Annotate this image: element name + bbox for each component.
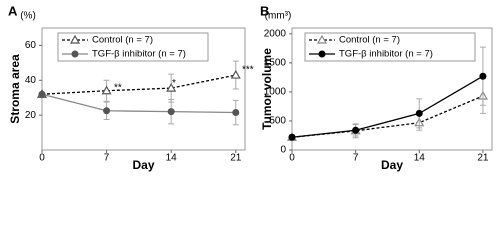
legend-marker: [69, 34, 81, 44]
marker: [415, 109, 423, 117]
y-tick-label: 40: [25, 75, 37, 86]
panel-label: A: [8, 3, 18, 18]
y-unit: (%): [20, 11, 36, 22]
y-tick-label: 20: [25, 110, 37, 121]
x-tick-label: 21: [230, 153, 242, 164]
series-line: [41, 93, 236, 114]
marker: [232, 109, 240, 117]
marker: [479, 72, 487, 80]
series-line: [41, 74, 236, 95]
y-unit: (mm³): [265, 11, 292, 22]
legend-marker: [316, 34, 328, 44]
plot-frame: [291, 27, 493, 151]
series-line: [291, 95, 484, 138]
x-tick-label: 7: [353, 153, 359, 164]
plot-frame: [41, 27, 246, 151]
marker: [101, 85, 112, 95]
marker: [167, 108, 175, 116]
x-tick-label: 0: [289, 153, 295, 164]
page: A (%) Stroma area Day 20 40 60 0 7 14 21 Control (n…: [8, 3, 493, 173]
y-tick-label: 500: [269, 116, 286, 127]
marker: [288, 133, 296, 141]
significance: ***: [242, 65, 254, 76]
marker: [230, 69, 241, 79]
legend-label: Control (n = 7): [339, 35, 400, 46]
marker: [38, 90, 46, 98]
legend-box: [57, 32, 209, 62]
significance: *: [172, 78, 176, 89]
x-tick-label: 21: [477, 153, 489, 164]
marker: [103, 107, 111, 115]
legend-box: [304, 32, 476, 62]
x-tick-label: 14: [414, 153, 426, 164]
legend-marker: [71, 50, 79, 58]
legend-label: TGF-β inhibitor (n = 7): [92, 49, 186, 60]
marker: [352, 126, 360, 134]
legend-label: Control (n = 7): [92, 35, 153, 46]
x-tick-label: 14: [166, 153, 178, 164]
x-axis-label: Day: [132, 158, 154, 172]
y-axis-label: Tumor volume: [260, 48, 274, 130]
marker: [166, 82, 177, 92]
y-axis-label: Stroma area: [8, 54, 22, 124]
series-line: [291, 75, 484, 138]
x-axis-label: Day: [381, 158, 403, 172]
x-tick-label: 7: [104, 153, 110, 164]
significance: **: [114, 82, 122, 93]
y-tick-label: 1000: [264, 87, 287, 98]
x-tick-label: 0: [39, 153, 45, 164]
y-tick-label: 0: [280, 145, 286, 156]
y-tick-label: 1500: [264, 57, 287, 68]
figure: A (%) Stroma area Day 20 40 60 0 7 14 21 Control (n…: [8, 3, 493, 172]
y-tick-label: 2000: [264, 28, 287, 39]
legend-marker: [318, 50, 326, 58]
legend-label: TGF-β inhibitor (n = 7): [339, 49, 433, 60]
y-tick-label: 60: [25, 40, 37, 51]
panel-label: B: [260, 3, 269, 18]
